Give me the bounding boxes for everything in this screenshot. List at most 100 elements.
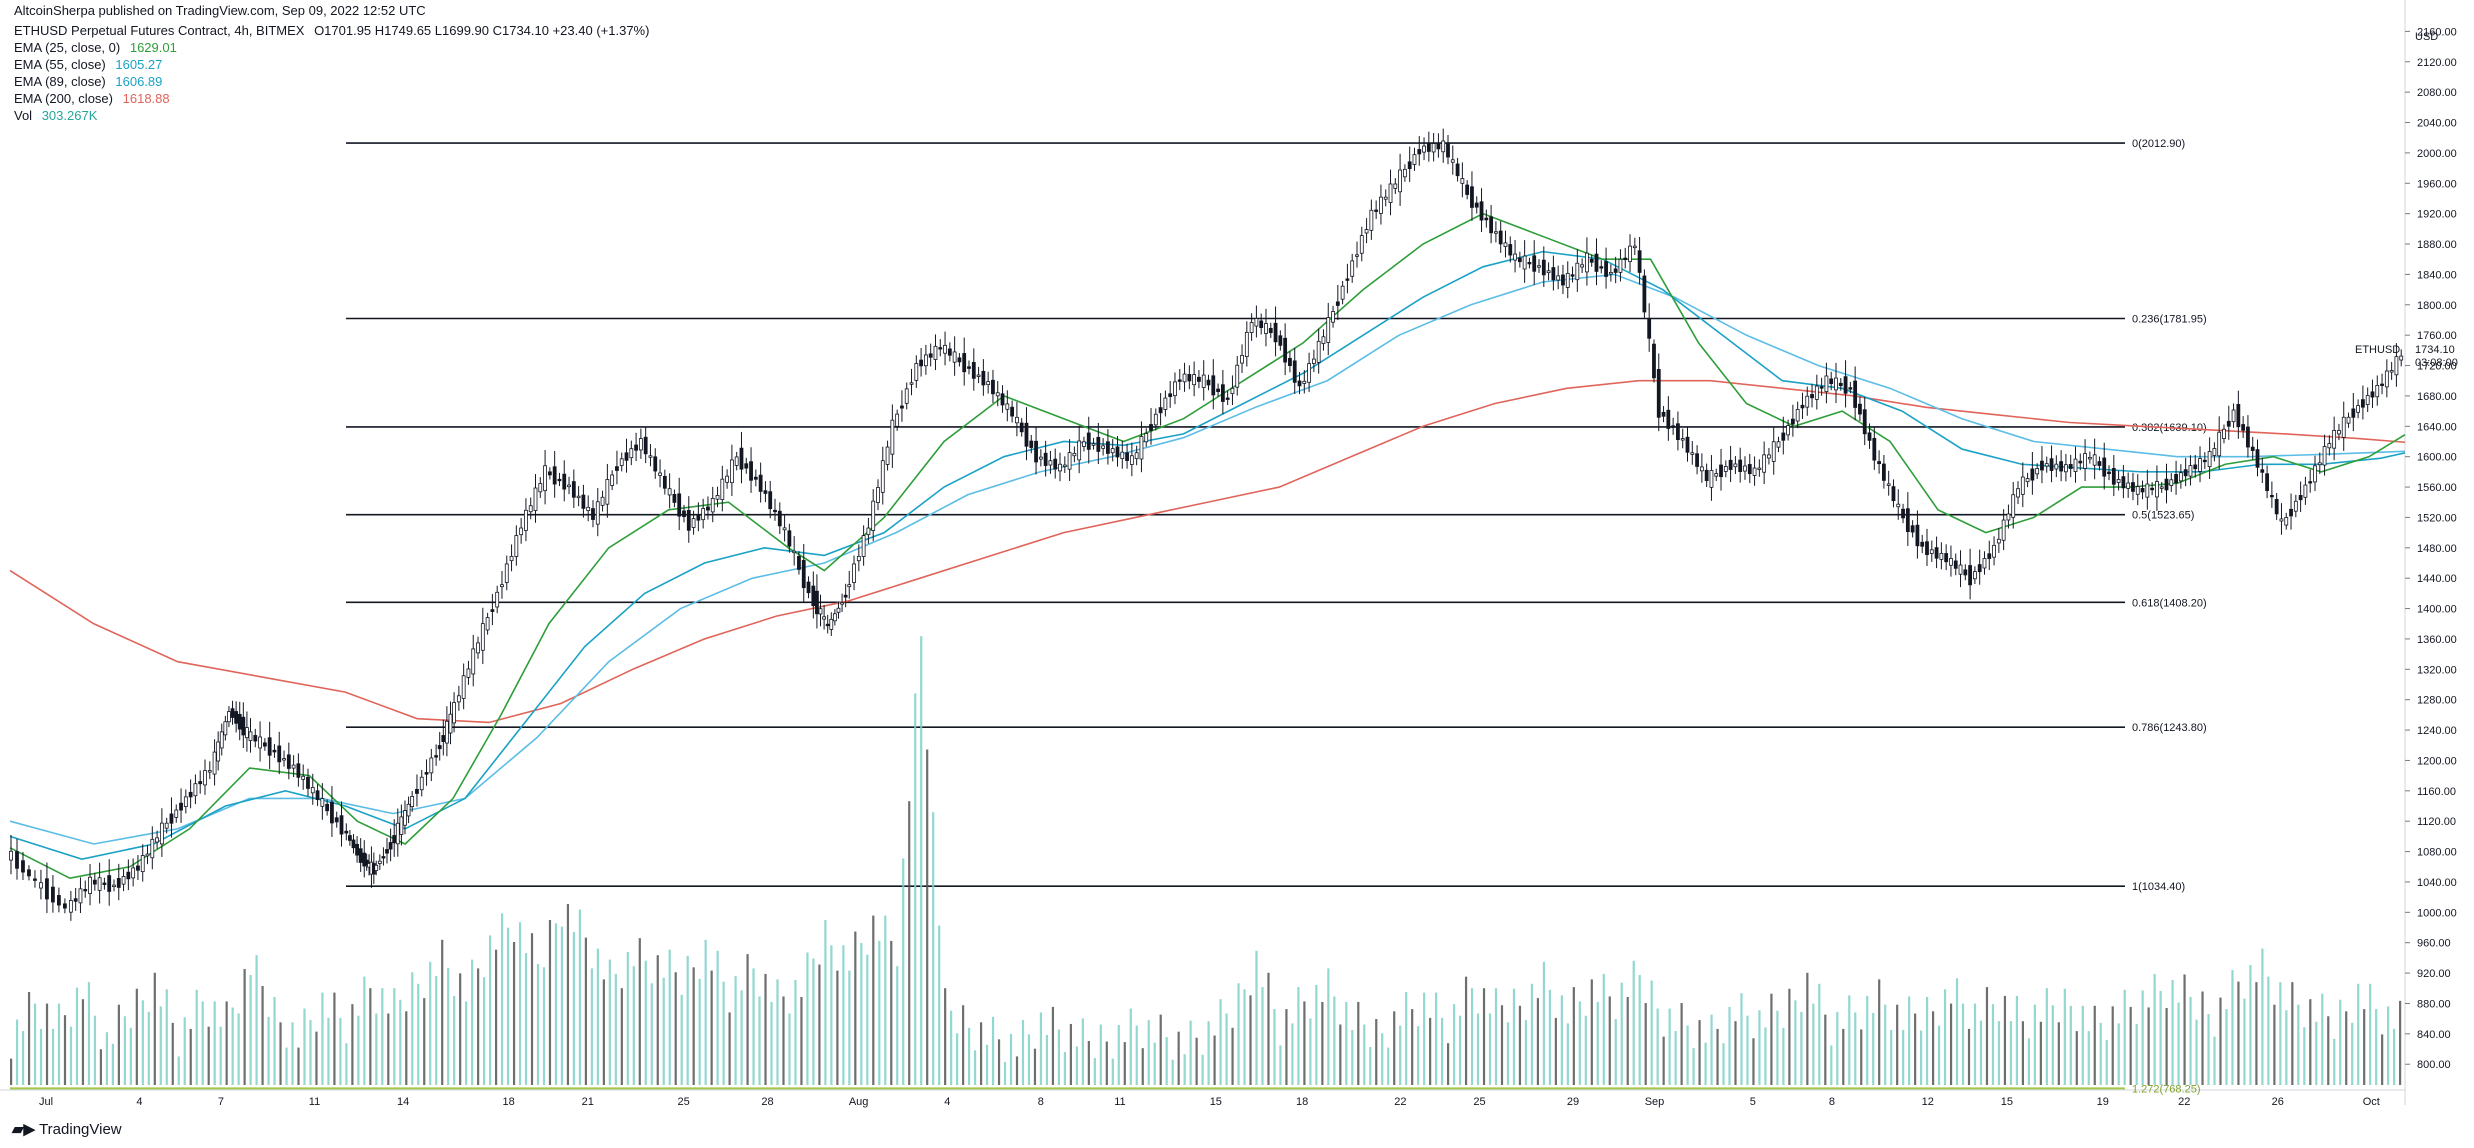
candle-body [164, 822, 169, 829]
volume-bar [968, 1027, 971, 1085]
y-tick-label: 1680.00 [2417, 391, 2457, 403]
candle-body [1402, 168, 1407, 178]
candle-body [1829, 378, 1834, 385]
volume-bar [1285, 1009, 1288, 1085]
volume-bar [453, 995, 456, 1085]
ema55-line[interactable] [9, 250, 2406, 860]
volume-bar [2003, 995, 2007, 1085]
volume-bar [2075, 1031, 2078, 1085]
ema200-line[interactable] [9, 379, 2406, 724]
candle-body [1273, 322, 1278, 343]
x-tick-label: 22 [2178, 1096, 2190, 1108]
volume-bar [309, 1020, 312, 1085]
y-tick-label: 2000.00 [2417, 148, 2457, 160]
volume-bar [225, 1001, 228, 1085]
volume-bar [1387, 1047, 1390, 1085]
volume-bar [2339, 999, 2342, 1085]
volume-bar [177, 1056, 180, 1085]
candle-body [2140, 488, 2145, 493]
candle-body [729, 459, 734, 484]
candle-body [744, 463, 749, 469]
volume-bar [423, 998, 426, 1085]
candle-body [1676, 423, 1680, 441]
volume-bar [764, 973, 767, 1085]
volume-bar [165, 989, 168, 1085]
volume-bar [716, 950, 719, 1085]
candle-body [339, 815, 344, 835]
volume-bar [2099, 1022, 2102, 1085]
candle-body [933, 345, 938, 360]
candle-body [102, 882, 107, 885]
volume-bar [2255, 982, 2258, 1085]
ema25-legend[interactable]: EMA (25, close, 0) 1629.01 [14, 39, 649, 56]
volume-bar [902, 858, 905, 1085]
candle-body [1618, 258, 1623, 273]
candle-body [223, 721, 228, 736]
candle-body [658, 472, 662, 476]
volume-bar [518, 922, 522, 1085]
candle-body [1987, 553, 1992, 559]
candle-body [97, 877, 102, 891]
volume-bar [1572, 987, 1575, 1085]
y-tick-label: 1240.00 [2417, 725, 2457, 737]
volume-legend[interactable]: Vol 303.267K [14, 107, 649, 124]
volume-bar [536, 964, 540, 1085]
ema200-legend[interactable]: EMA (200, close) 1618.88 [14, 90, 649, 107]
volume-bar [33, 1003, 37, 1085]
tradingview-brand: TradingView [39, 1121, 122, 1138]
ema55-legend[interactable]: EMA (55, close) 1605.27 [14, 56, 649, 73]
candle-body [388, 842, 393, 850]
candle-body [734, 456, 739, 466]
candle-body [1106, 441, 1110, 454]
axis-currency: USD [2415, 31, 2438, 43]
candle-body [377, 860, 382, 864]
volume-bar [2147, 1007, 2150, 1085]
volume-bar [261, 986, 264, 1085]
volume-bar [1776, 1010, 1779, 1085]
volume-bar [189, 1028, 192, 1085]
candle-body [1077, 440, 1082, 461]
volume-bar [2201, 991, 2204, 1085]
publisher-line: AltcoinSherpa published on TradingView.c… [14, 3, 426, 18]
candle-body [1398, 169, 1402, 193]
candle-body [2222, 428, 2226, 439]
volume-bar [1722, 1043, 1725, 1085]
volume-bar [1357, 1001, 1360, 1085]
candle-body [1565, 272, 1570, 288]
x-tick-label: 8 [1829, 1096, 1835, 1108]
volume-bar [1009, 1033, 1013, 1085]
candle-body [629, 448, 634, 459]
volume-bar [1417, 1026, 1420, 1085]
candle-body [2078, 460, 2083, 464]
x-tick-label: 21 [582, 1096, 594, 1108]
fib-level-label: 0.236(1781.95) [2132, 313, 2207, 325]
candle-body [1661, 411, 1666, 417]
candle-body [1072, 452, 1077, 457]
candle-body [1867, 432, 1872, 441]
candle-body [2121, 476, 2126, 489]
volume-bar [159, 1006, 162, 1085]
volume-bar [2303, 1027, 2306, 1085]
tradingview-logo[interactable]: ▰▶ TradingView [12, 1120, 122, 1138]
volume-bar [794, 979, 797, 1085]
volume-bar [2261, 948, 2264, 1085]
ema25-line[interactable] [9, 212, 2406, 879]
volume-bar [477, 968, 480, 1085]
volume-bar [1728, 1006, 1731, 1085]
y-tick-label: 1000.00 [2417, 907, 2457, 919]
candle-body [480, 623, 485, 651]
ema89-legend[interactable]: EMA (89, close) 1606.89 [14, 73, 649, 90]
volume-bar [1997, 1021, 2001, 1085]
volume-bar [860, 943, 863, 1085]
volume-bar [51, 1028, 55, 1085]
candle-body [2341, 416, 2346, 438]
volume-bar [1141, 1048, 1144, 1085]
volume-bar [650, 983, 653, 1085]
symbol-title: ETHUSD Perpetual Futures Contract, 4h, B… [14, 23, 305, 38]
candle-body [1249, 322, 1254, 333]
ema89-line[interactable] [9, 273, 2406, 845]
candle-body [753, 476, 758, 480]
volume-bar [740, 990, 743, 1085]
candle-body [1872, 437, 1877, 461]
